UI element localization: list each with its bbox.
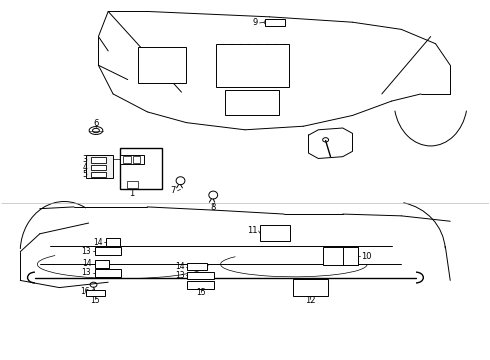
Text: 5: 5 xyxy=(82,170,87,179)
Text: 13: 13 xyxy=(175,271,184,280)
FancyBboxPatch shape xyxy=(91,157,106,163)
Text: 16: 16 xyxy=(80,287,90,296)
Text: 11: 11 xyxy=(247,226,257,235)
Text: 15: 15 xyxy=(196,288,205,297)
Text: 9: 9 xyxy=(253,18,258,27)
FancyBboxPatch shape xyxy=(95,260,109,268)
Text: 13: 13 xyxy=(81,247,91,256)
Text: 2: 2 xyxy=(106,155,112,164)
FancyBboxPatch shape xyxy=(323,247,358,265)
FancyBboxPatch shape xyxy=(187,272,214,279)
FancyBboxPatch shape xyxy=(187,263,207,270)
FancyBboxPatch shape xyxy=(127,181,138,188)
FancyBboxPatch shape xyxy=(95,247,122,255)
FancyBboxPatch shape xyxy=(343,247,358,265)
FancyBboxPatch shape xyxy=(225,90,279,116)
Text: 3: 3 xyxy=(82,156,87,165)
Text: 4: 4 xyxy=(82,163,87,172)
FancyBboxPatch shape xyxy=(187,282,214,289)
Text: 7: 7 xyxy=(170,186,175,195)
FancyBboxPatch shape xyxy=(121,148,162,189)
Text: 1: 1 xyxy=(129,189,134,198)
FancyBboxPatch shape xyxy=(86,290,105,296)
Text: 6: 6 xyxy=(93,119,98,128)
FancyBboxPatch shape xyxy=(95,269,122,277)
Text: 14: 14 xyxy=(82,260,92,269)
FancyBboxPatch shape xyxy=(133,156,141,163)
FancyBboxPatch shape xyxy=(265,19,285,26)
Text: 14: 14 xyxy=(175,262,184,271)
FancyBboxPatch shape xyxy=(86,155,113,178)
Text: 15: 15 xyxy=(91,296,100,305)
Text: 12: 12 xyxy=(305,296,316,305)
FancyBboxPatch shape xyxy=(91,172,106,177)
Text: 10: 10 xyxy=(361,252,372,261)
Text: 13: 13 xyxy=(81,269,91,278)
FancyBboxPatch shape xyxy=(91,165,106,170)
FancyBboxPatch shape xyxy=(216,44,289,87)
FancyBboxPatch shape xyxy=(123,156,131,163)
FancyBboxPatch shape xyxy=(106,238,121,246)
Text: 8: 8 xyxy=(211,203,216,212)
FancyBboxPatch shape xyxy=(121,154,144,164)
FancyBboxPatch shape xyxy=(293,279,328,296)
FancyBboxPatch shape xyxy=(138,47,186,83)
Text: 14: 14 xyxy=(93,238,103,247)
FancyBboxPatch shape xyxy=(260,225,290,241)
